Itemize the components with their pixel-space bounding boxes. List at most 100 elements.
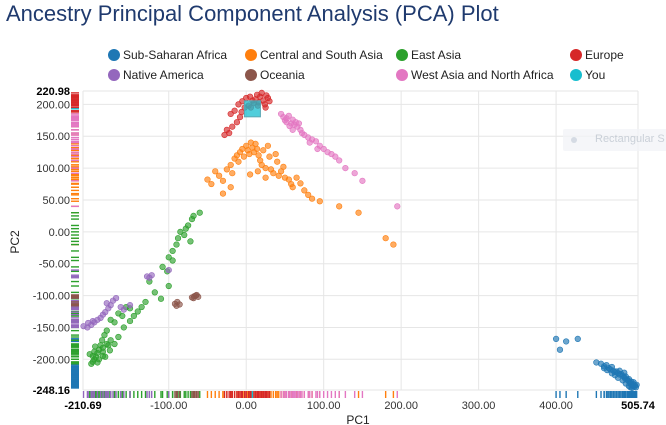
legend-label: East Asia	[411, 48, 461, 62]
legend-item[interactable]: West Asia and North Africa	[396, 68, 554, 82]
selection-hint-text: Rectangular S	[595, 133, 665, 145]
data-point	[190, 212, 197, 220]
legend-swatch-icon	[396, 49, 408, 61]
selection-hint: Rectangular S	[563, 129, 666, 151]
series-native-america	[80, 266, 172, 331]
series-you	[243, 100, 261, 118]
data-point	[193, 291, 200, 299]
data-points	[80, 89, 640, 392]
x-axis-label: PC1	[346, 413, 370, 425]
data-point	[262, 174, 269, 181]
data-point	[262, 104, 269, 111]
x-tick-label: 0.00	[236, 400, 257, 412]
series-oceania	[171, 291, 202, 309]
legend-item[interactable]: Europe	[570, 48, 624, 62]
y-tick-label: 100.00	[36, 163, 70, 175]
data-point	[314, 145, 321, 153]
data-point	[316, 198, 323, 205]
legend-swatch-icon	[396, 69, 408, 81]
data-point	[253, 145, 261, 153]
data-point	[301, 187, 308, 194]
data-point	[181, 231, 188, 239]
y-tick-label: -50.00	[39, 259, 70, 271]
data-point	[86, 351, 93, 358]
data-point	[336, 203, 343, 210]
legend: Sub-Saharan Africa Central and South Asia…	[108, 48, 624, 82]
data-point	[342, 165, 349, 172]
data-point	[221, 131, 228, 139]
data-point	[173, 302, 180, 309]
data-point	[196, 209, 203, 216]
data-point	[266, 98, 273, 105]
data-point	[227, 110, 234, 118]
data-point	[107, 316, 114, 323]
data-point	[185, 222, 192, 229]
data-point	[173, 241, 180, 248]
series-west-asia-and-north-africa	[277, 110, 401, 210]
data-point	[111, 340, 118, 348]
y-tick-label: 220.98	[36, 86, 70, 98]
y-rug	[71, 92, 79, 389]
data-point	[355, 209, 362, 216]
data-point	[99, 337, 106, 344]
legend-item[interactable]: You	[570, 68, 605, 82]
data-point	[212, 168, 219, 175]
data-point	[293, 174, 300, 181]
y-tick-label: -248.16	[33, 385, 70, 397]
legend-swatch-icon	[245, 49, 257, 61]
data-point	[174, 235, 182, 242]
y-tick-label: -150.00	[33, 322, 70, 334]
legend-label: West Asia and North Africa	[411, 68, 554, 82]
data-point	[608, 370, 615, 377]
data-point	[616, 367, 623, 374]
chart-title: Ancestry Principal Component Analysis (P…	[6, 1, 499, 26]
legend-label: Europe	[585, 48, 624, 62]
data-point	[297, 180, 304, 187]
data-point	[187, 238, 194, 245]
data-point	[312, 138, 320, 145]
data-point-you	[243, 100, 261, 118]
data-point	[94, 359, 101, 366]
data-point	[627, 384, 634, 391]
data-point	[306, 139, 313, 146]
data-point	[101, 331, 108, 339]
legend-item[interactable]: Native America	[108, 68, 204, 82]
data-point	[204, 176, 211, 183]
data-point	[88, 360, 95, 367]
data-point	[92, 343, 99, 350]
data-point	[255, 152, 262, 159]
data-point	[252, 140, 259, 147]
y-tick-label: -100.00	[33, 291, 70, 303]
legend-swatch-icon	[570, 49, 582, 61]
data-point	[165, 282, 172, 290]
data-point	[216, 172, 223, 179]
data-point	[105, 342, 112, 349]
legend-item[interactable]: Central and South Asia	[245, 48, 383, 62]
x-tick-label: 300.00	[462, 400, 496, 412]
y-axis-label: PC2	[8, 230, 22, 254]
legend-item[interactable]: Oceania	[245, 68, 305, 82]
legend-swatch-icon	[108, 49, 120, 61]
data-point	[102, 353, 109, 360]
data-point	[233, 119, 241, 126]
data-point	[112, 295, 120, 302]
data-point	[260, 147, 267, 154]
legend-label: Central and South Asia	[260, 48, 383, 62]
x-tick-label: 400.00	[539, 400, 573, 412]
data-point	[298, 129, 306, 137]
legend-item[interactable]: Sub-Saharan Africa	[108, 48, 227, 62]
data-point	[208, 180, 215, 188]
data-point	[106, 347, 113, 354]
data-point	[138, 303, 145, 311]
data-point	[229, 123, 236, 130]
legend-label: Native America	[123, 68, 204, 82]
data-point	[89, 317, 96, 325]
x-tick-label: 200.00	[384, 400, 418, 412]
data-point	[285, 112, 292, 119]
data-point	[115, 310, 122, 317]
legend-item[interactable]: East Asia	[396, 48, 461, 62]
legend-label: Oceania	[260, 68, 305, 82]
data-point	[134, 308, 141, 315]
data-point	[254, 168, 261, 175]
